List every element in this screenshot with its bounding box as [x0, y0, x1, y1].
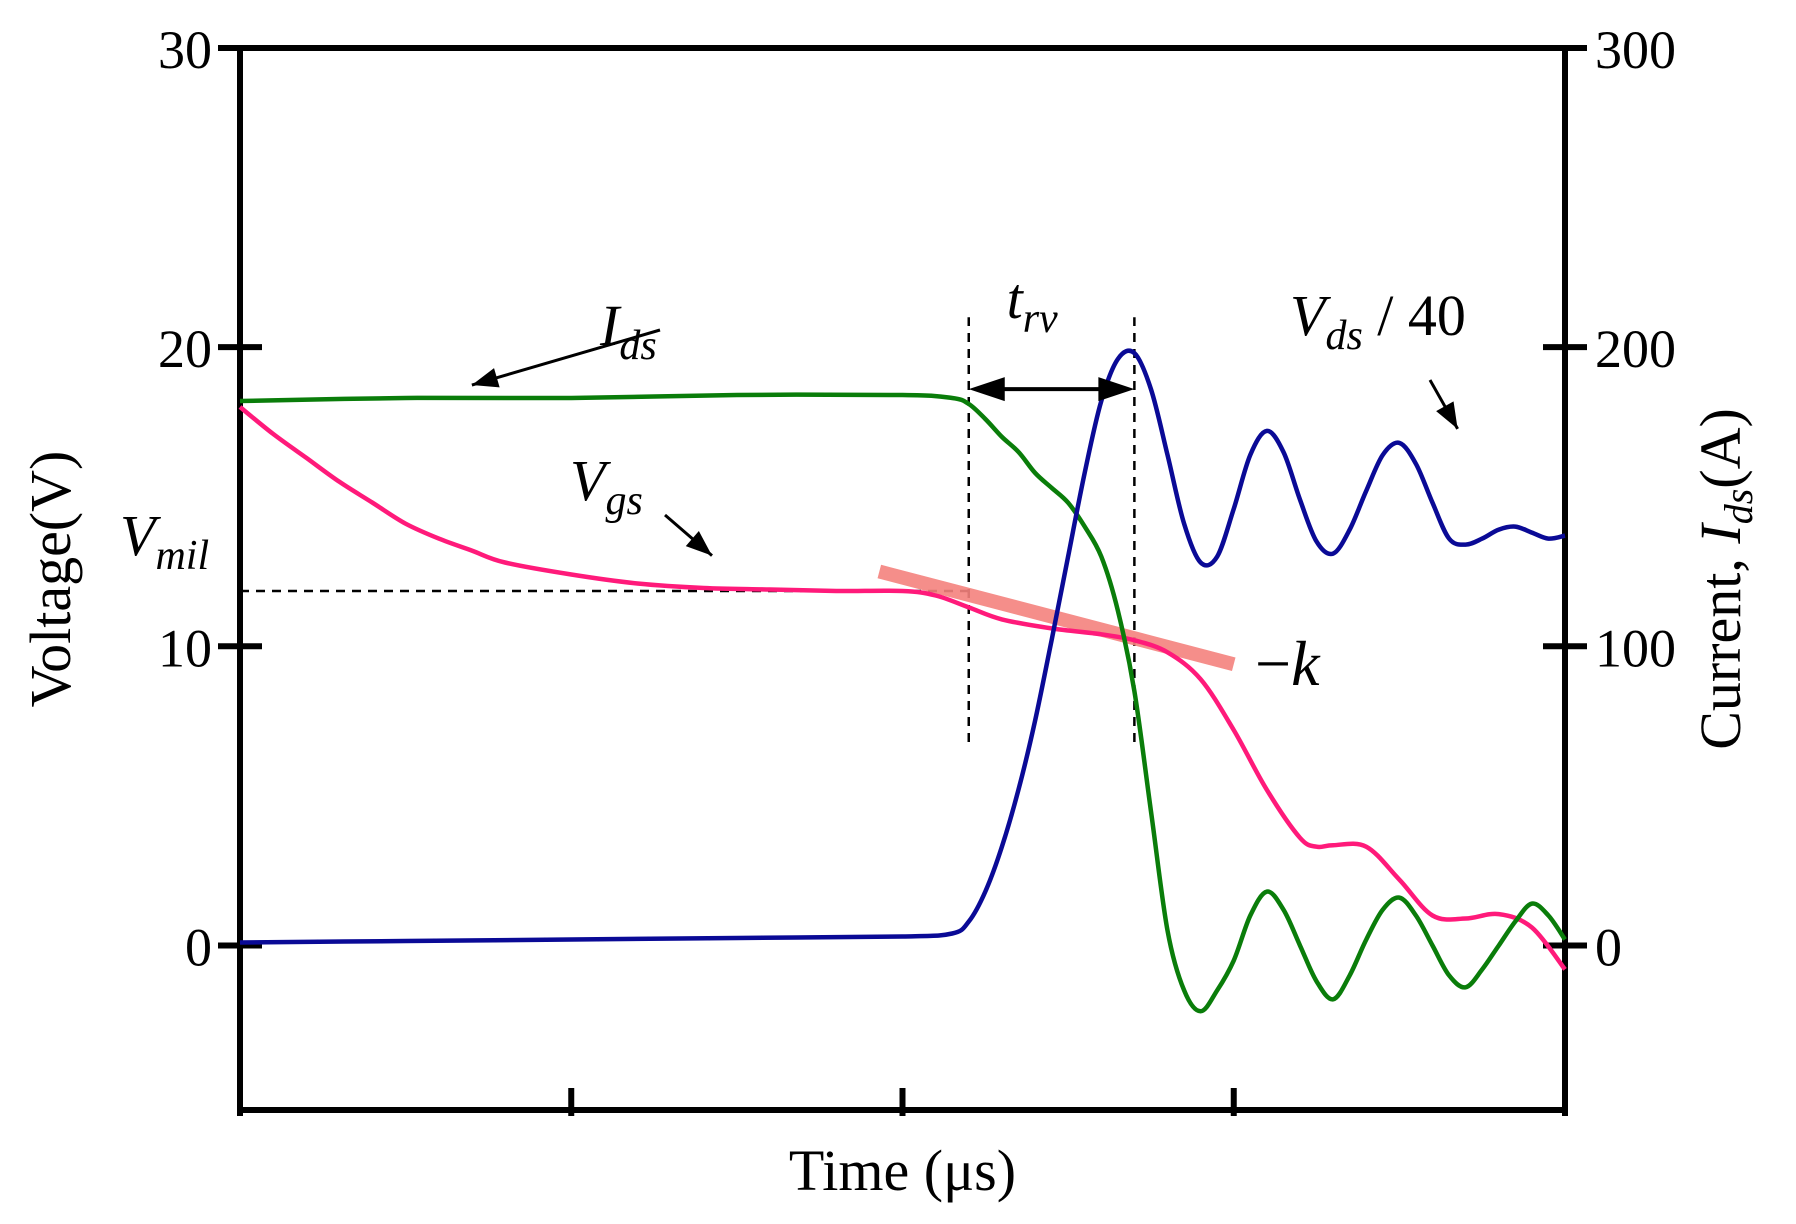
right-tick-label: 0 — [1595, 917, 1622, 977]
series-vds-40-line — [239, 348, 1566, 945]
left-tick-label: 0 — [185, 917, 212, 977]
series-vgs-line — [238, 405, 1567, 971]
trv-label: trv — [1007, 266, 1058, 342]
vgs-arrow — [664, 513, 713, 557]
y-axis-label-right: Current, Ids(A) — [1688, 408, 1761, 750]
left-tick-label: 30 — [158, 20, 212, 80]
right-tick-label: 100 — [1595, 618, 1676, 678]
slope-k-label: −k — [1255, 628, 1321, 699]
left-tick-label: 10 — [158, 618, 212, 678]
vmil-label: Vmil — [120, 503, 209, 579]
right-tick-label: 300 — [1595, 20, 1676, 80]
vgs-label: Vgs — [570, 448, 643, 524]
trv-arrow-right-head — [1098, 377, 1135, 402]
trv-arrow-left-head — [968, 377, 1005, 402]
vds-label: Vds / 40 — [1290, 283, 1466, 359]
left-tick-label: 20 — [158, 319, 212, 379]
vds-arrow — [1428, 379, 1459, 430]
annotations: Ids Vgs Vmil trv Vds / 40 −k — [120, 266, 1466, 699]
ids-arrow-shaft — [471, 328, 661, 387]
right-tick-label: 200 — [1595, 319, 1676, 379]
series-ids-line — [239, 392, 1567, 1014]
ids-arrow — [471, 328, 661, 388]
ids-arrow-head — [471, 368, 500, 388]
x-axis-label: Time (μs) — [789, 1138, 1016, 1203]
vds-arrow-head — [1436, 401, 1458, 429]
plot-lines — [238, 317, 1567, 1014]
ids-label: Ids — [599, 293, 657, 369]
vgs-arrow-head — [685, 531, 712, 556]
y-axis-label-left: Voltage(V) — [18, 451, 83, 708]
